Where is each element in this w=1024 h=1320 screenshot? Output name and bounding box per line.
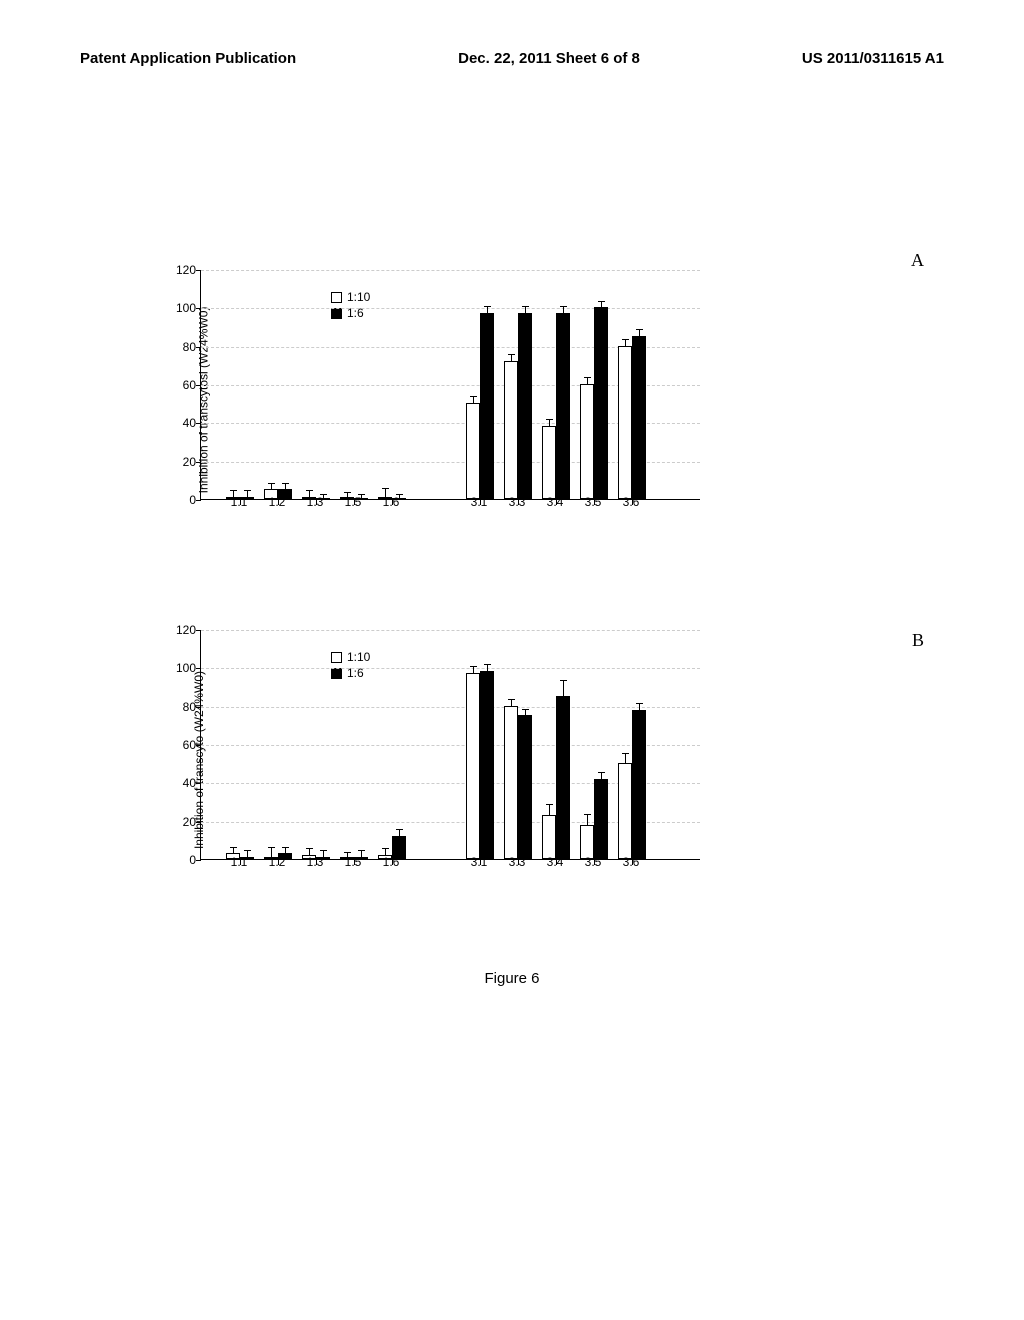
- chart-b-container: Inhibition of transcyto (W24%W0) 1:10 1:…: [160, 620, 720, 900]
- x-tick-label: 3.5: [585, 495, 602, 509]
- y-tick-label: 100: [171, 301, 196, 315]
- x-tick-label: 1.5: [345, 855, 362, 869]
- page-header: Patent Application Publication Dec. 22, …: [0, 50, 1024, 67]
- panel-label-a: A: [911, 250, 924, 271]
- bar-black: [594, 307, 608, 499]
- chart-a: Inhibition of transcytosi (W24%W0) 1:10 …: [160, 260, 720, 540]
- legend-item-white: 1:10: [331, 650, 370, 664]
- bar-white: [466, 403, 480, 499]
- bar-black: [632, 710, 646, 860]
- x-tick-label: 1.1: [231, 495, 248, 509]
- y-tick-label: 60: [171, 738, 196, 752]
- bar-black: [556, 696, 570, 859]
- x-tick-label: 1.6: [383, 495, 400, 509]
- legend-box-white-icon: [331, 652, 342, 663]
- bar-black: [518, 715, 532, 859]
- bar-white: [504, 361, 518, 499]
- x-tick-label: 3.3: [509, 855, 526, 869]
- bar-white: [580, 384, 594, 499]
- bar-black: [594, 779, 608, 860]
- y-tick-label: 120: [171, 263, 196, 277]
- y-tick-label: 20: [171, 815, 196, 829]
- bar-white: [542, 426, 556, 499]
- y-tick-label: 20: [171, 455, 196, 469]
- legend-white-label: 1:10: [347, 650, 370, 664]
- header-center: Dec. 22, 2011 Sheet 6 of 8: [458, 50, 640, 67]
- bar-black: [632, 336, 646, 499]
- x-tick-label: 3.6: [623, 855, 640, 869]
- x-tick-label: 3.3: [509, 495, 526, 509]
- y-tick-label: 80: [171, 700, 196, 714]
- panel-label-b: B: [912, 630, 924, 651]
- y-tick-label: 0: [171, 853, 196, 867]
- x-tick-label: 3.1: [471, 855, 488, 869]
- header-left: Patent Application Publication: [80, 50, 296, 67]
- y-tick-label: 80: [171, 340, 196, 354]
- x-tick-label: 3.6: [623, 495, 640, 509]
- bar-white: [580, 825, 594, 860]
- y-tick-label: 120: [171, 623, 196, 637]
- bar-black: [480, 671, 494, 859]
- bar-white: [466, 673, 480, 859]
- x-tick-label: 3.1: [471, 495, 488, 509]
- header-right: US 2011/0311615 A1: [802, 50, 944, 67]
- y-tick-label: 0: [171, 493, 196, 507]
- x-tick-label: 1.3: [307, 855, 324, 869]
- chart-b-plot: 1:10 1:6 020406080100120: [200, 630, 700, 860]
- chart-a-legend: 1:10 1:6: [331, 290, 370, 322]
- x-tick-label: 1.6: [383, 855, 400, 869]
- y-tick-label: 40: [171, 416, 196, 430]
- bar-black: [480, 313, 494, 499]
- y-tick-label: 40: [171, 776, 196, 790]
- x-tick-label: 3.4: [547, 855, 564, 869]
- legend-white-label: 1:10: [347, 290, 370, 304]
- chart-a-plot: 1:10 1:6 020406080100120: [200, 270, 700, 500]
- chart-b: Inhibition of transcyto (W24%W0) 1:10 1:…: [160, 620, 720, 900]
- bar-white: [618, 763, 632, 859]
- bar-white: [504, 706, 518, 859]
- x-tick-label: 3.4: [547, 495, 564, 509]
- bar-black: [556, 313, 570, 499]
- bar-white: [618, 346, 632, 499]
- x-tick-label: 3.5: [585, 855, 602, 869]
- x-tick-label: 1.1: [231, 855, 248, 869]
- legend-box-white-icon: [331, 292, 342, 303]
- y-tick-label: 100: [171, 661, 196, 675]
- figure-label: Figure 6: [484, 970, 539, 987]
- bar-white: [542, 815, 556, 859]
- bar-black: [518, 313, 532, 499]
- x-tick-label: 1.3: [307, 495, 324, 509]
- x-tick-label: 1.5: [345, 495, 362, 509]
- legend-item-white: 1:10: [331, 290, 370, 304]
- chart-a-container: Inhibition of transcytosi (W24%W0) 1:10 …: [160, 260, 720, 540]
- y-tick-label: 60: [171, 378, 196, 392]
- x-tick-label: 1.2: [269, 495, 286, 509]
- chart-b-legend: 1:10 1:6: [331, 650, 370, 682]
- x-tick-label: 1.2: [269, 855, 286, 869]
